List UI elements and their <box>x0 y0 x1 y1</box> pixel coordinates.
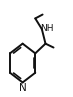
Text: N: N <box>19 83 26 93</box>
Text: NH: NH <box>41 24 54 33</box>
